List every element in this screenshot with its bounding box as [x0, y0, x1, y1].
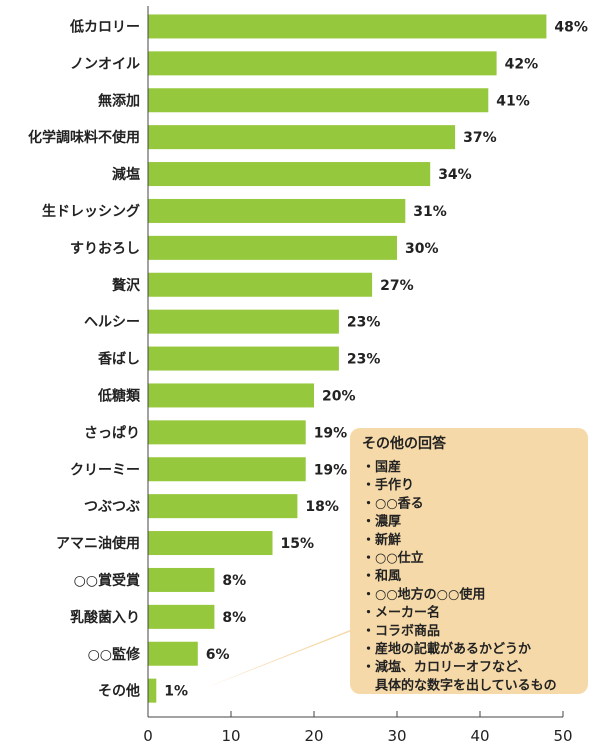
category-label: ○○賞受賞 [74, 572, 140, 589]
value-label: 23% [347, 352, 381, 368]
value-label: 1% [164, 684, 188, 700]
value-label: 8% [222, 610, 246, 626]
value-label: 27% [380, 278, 414, 294]
value-label: 41% [496, 93, 530, 109]
category-label: アマニ油使用 [56, 535, 140, 552]
x-tick-label: 50 [553, 727, 572, 745]
callout-item: ・コラボ商品 [362, 623, 440, 639]
x-tick-label: 10 [221, 727, 240, 745]
category-label: 香ばし [97, 351, 140, 368]
callout-item: ・新鮮 [362, 532, 401, 548]
bar [148, 567, 215, 592]
callout-item: ・減塩、カロリーオフなど、 [362, 659, 530, 675]
bar [148, 198, 406, 223]
category-label: 低カロリー [69, 18, 140, 35]
x-tick-label: 0 [143, 727, 153, 745]
bar [148, 51, 497, 76]
category-label: その他 [98, 683, 140, 700]
bar [148, 678, 157, 703]
callout-item: ・○○香る [362, 495, 424, 511]
value-label: 15% [281, 536, 315, 552]
bar [148, 457, 306, 482]
value-label: 8% [222, 573, 246, 589]
value-label: 20% [322, 388, 356, 404]
bar [148, 272, 373, 297]
x-tick-label: 40 [470, 727, 489, 745]
value-label: 37% [463, 130, 497, 146]
bar [148, 88, 489, 113]
bar [148, 420, 306, 445]
callout-title: その他の回答 [362, 435, 447, 452]
category-label: ヘルシー [84, 315, 140, 331]
x-axis: 0 10 20 30 40 50 [143, 6, 573, 745]
category-label: ○○監修 [88, 646, 141, 663]
bar [148, 494, 298, 519]
value-label: 34% [438, 167, 472, 183]
callout-item: ・産地の記載があるかどうか [362, 641, 531, 657]
bar [148, 235, 397, 260]
bars-group: 低カロリー 48% ノンオイル 42% 無添加 41% 化学調味料不使用 37% 減塩 34% 生ド… [28, 14, 588, 703]
x-tick-label: 20 [304, 727, 323, 745]
category-label: 低糖類 [97, 387, 141, 404]
bar [148, 531, 273, 556]
value-label: 42% [505, 56, 539, 72]
bar [148, 641, 198, 666]
bar [148, 14, 547, 39]
category-label: すりおろし [70, 241, 140, 257]
value-label: 23% [347, 315, 381, 331]
callout-item: ・メーカー名 [362, 605, 440, 621]
callout-item: 具体的な数字を出しているもの [362, 677, 557, 693]
bar [148, 125, 456, 150]
bar [148, 604, 215, 629]
bar [148, 346, 339, 371]
callout-item: ・濃厚 [362, 514, 401, 530]
category-label: さっぱり [84, 424, 140, 441]
category-label: 化学調味料不使用 [28, 129, 140, 146]
value-label: 19% [314, 425, 348, 441]
category-label: 乳酸菌入り [70, 609, 140, 626]
category-label: ノンオイル [70, 56, 140, 72]
category-label: 減塩 [112, 166, 140, 183]
callout-item: ・国産 [362, 459, 401, 475]
callout-item: ・手作り [362, 477, 414, 493]
category-label: つぶつぶ [84, 499, 140, 515]
value-label: 48% [554, 19, 588, 35]
category-label: クリーミー [70, 462, 140, 478]
category-label: 無添加 [98, 92, 140, 109]
value-label: 19% [314, 462, 348, 478]
category-label: 贅沢 [111, 277, 141, 294]
callout-item: ・○○地方の○○使用 [362, 586, 485, 602]
category-label: 生ドレッシング [42, 203, 140, 220]
value-label: 6% [206, 647, 230, 663]
value-label: 30% [405, 241, 439, 257]
bar [148, 309, 339, 334]
value-label: 31% [413, 204, 447, 220]
bar [148, 162, 431, 187]
x-tick-label: 30 [387, 727, 406, 745]
bar [148, 383, 314, 408]
callout-item: ・○○仕立 [362, 550, 424, 566]
callout-box [350, 428, 588, 694]
value-label: 18% [305, 499, 339, 515]
callout-item: ・和風 [362, 568, 401, 584]
other-answers-callout: その他の回答・国産・手作り・○○香る・濃厚・新鮮・○○仕立・和風・○○地方の○○… [205, 428, 588, 694]
